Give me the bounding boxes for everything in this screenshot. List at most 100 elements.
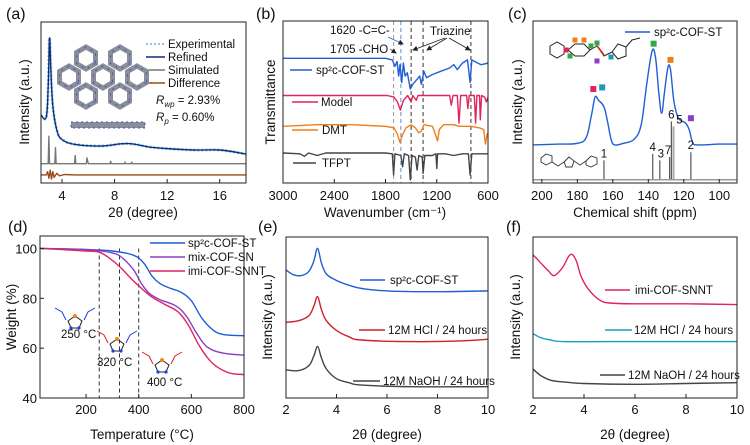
panel-label: (b) xyxy=(256,6,276,23)
series-line-refined xyxy=(41,37,246,155)
x-axis-label: 2θ (degree) xyxy=(352,427,422,442)
stick-label: 5 xyxy=(676,114,682,126)
panel-a: (a) 4 8 12 16 2θ (degree) Intensity (a.u.) Expe… xyxy=(6,6,247,220)
pore-hexagon xyxy=(74,82,98,110)
panel-c: (c) 200 180 160 140 120 100 Chemical shift (ppm… xyxy=(508,6,738,220)
sulfur-atom xyxy=(115,337,119,341)
x-tick-label: 6 xyxy=(631,402,638,417)
nitrogen-atom xyxy=(164,370,168,374)
x-axis-label: 2θ (degree) xyxy=(600,427,670,442)
decomposition-temperature-label: 250 °C xyxy=(61,329,96,341)
series-line-mix-cof-sn xyxy=(40,247,244,356)
series-line-12m-naoh-24-hours xyxy=(286,345,488,388)
stick-label: 2 xyxy=(688,140,694,152)
x-tick-label: 140 xyxy=(637,188,659,203)
legend-label: 12M HCl / 24 hours xyxy=(388,325,487,337)
series-line-sp-c-cof-st xyxy=(533,48,737,146)
series-line-dmt xyxy=(283,124,488,145)
pore-hexagon xyxy=(108,82,132,110)
plot-frame xyxy=(532,20,738,184)
pore-hexagon xyxy=(125,63,149,91)
x-tick-label: 600 xyxy=(477,188,499,203)
y-tick-label: 100 xyxy=(15,241,37,256)
series-line-12m-naoh-24-hours xyxy=(533,368,737,385)
mixed-linkage-structure xyxy=(96,330,138,353)
x-tick-label: 600 xyxy=(181,402,203,417)
series-line-model xyxy=(283,94,488,124)
legend-label: imi-COF-SNNT xyxy=(635,285,713,297)
peak-marker xyxy=(650,40,657,47)
stat-symbol: R xyxy=(156,95,164,107)
carbon-marker xyxy=(594,40,600,46)
annotation-cho: 1705 -CHO xyxy=(330,44,388,56)
right-bond xyxy=(125,330,138,344)
nitrogen-atom xyxy=(119,349,123,353)
series-line-tfpt xyxy=(283,152,488,181)
legend-label: DMT xyxy=(322,125,347,137)
annotation-arrow xyxy=(412,37,446,51)
series-line-sp-c-cof-st xyxy=(286,247,488,293)
panel-b: (b) 3000 2400 1800 1200 600 Wavenumber (cm⁻¹) T… xyxy=(256,6,499,220)
nitrogen-atom xyxy=(156,370,160,374)
decomposition-temperature-label: 320 °C xyxy=(97,357,132,369)
left-bond xyxy=(96,330,109,344)
panel-f: (f) 2 4 6 8 10 2θ (degree) Intensity (a.u.) imi-… xyxy=(506,219,744,442)
x-axis-label: Wavenumber (cm⁻¹) xyxy=(324,205,446,220)
annotation-arrow xyxy=(389,48,397,54)
x-tick-label: 2 xyxy=(282,402,289,417)
legend-label: sp²c-COF-ST xyxy=(188,238,256,250)
y-axis-label: Intensity (a.u.) xyxy=(510,59,525,145)
decomposition-temperature-label: 400 °C xyxy=(147,377,182,389)
series-line-imi-cof-snnt xyxy=(40,247,244,376)
x-tick-label: 160 xyxy=(602,188,624,203)
x-tick-label: 10 xyxy=(481,402,495,417)
carbon-marker xyxy=(563,47,569,53)
carbon-marker xyxy=(588,43,594,49)
series-line-12m-hcl-24-hours xyxy=(533,332,737,343)
series-line-difference xyxy=(41,169,246,180)
panel-label: (d) xyxy=(8,219,28,236)
panel-e: (e) 2 4 6 8 10 2θ (degree) Intensity (a.u.) sp²c… xyxy=(258,219,495,442)
x-tick-label: 8 xyxy=(682,402,689,417)
panel-label: (f) xyxy=(506,219,521,236)
x-tick-label: 1800 xyxy=(371,188,400,203)
x-tick-label: 12 xyxy=(160,188,174,203)
stat-symbol: R xyxy=(156,112,164,124)
y-axis-label: Intensity (a.u.) xyxy=(17,59,32,145)
layer-side-view xyxy=(71,122,145,128)
plot-area xyxy=(286,247,488,388)
stat-subscript: wp xyxy=(164,100,175,109)
stat-value: = 2.93% xyxy=(175,95,221,107)
double-bond-highlight xyxy=(597,46,605,56)
legend-label: Difference xyxy=(168,78,220,90)
x-tick-label: 6 xyxy=(383,402,390,417)
phenyl-ring-2 xyxy=(585,155,598,168)
pore-hexagon xyxy=(57,63,81,91)
stick-label: 1 xyxy=(601,148,607,160)
x-tick-label: 180 xyxy=(566,188,588,203)
sulfur-atom xyxy=(73,314,77,318)
y-tick-label: 40 xyxy=(23,391,37,406)
sulfur-atom xyxy=(160,358,164,362)
plot-area xyxy=(533,48,737,181)
x-tick-label: 200 xyxy=(531,188,553,203)
peak-marker xyxy=(687,115,694,122)
series-line-sp-c-cof-st xyxy=(283,57,488,90)
y-tick-label: 80 xyxy=(23,291,37,306)
thiadiazole-ring xyxy=(611,43,627,60)
imine-linkage-structure xyxy=(54,307,96,330)
x-tick-label: 100 xyxy=(708,188,730,203)
panel-label: (a) xyxy=(6,6,26,23)
vinylene-linkage-structure xyxy=(141,351,183,374)
legend-label: 12M NaOH / 24 hours xyxy=(383,376,495,388)
stick-label: 4 xyxy=(650,142,657,154)
annotation-arrow xyxy=(426,37,448,51)
pore-hexagon xyxy=(108,44,132,72)
series-line-sp-c-cof-st xyxy=(40,247,244,337)
x-tick-label: 4 xyxy=(58,188,65,203)
peak-marker xyxy=(667,56,674,63)
left-bond xyxy=(54,307,67,321)
nitrogen-atom xyxy=(111,349,115,353)
x-tick-label: 800 xyxy=(233,402,255,417)
x-tick-label: 200 xyxy=(75,402,97,417)
